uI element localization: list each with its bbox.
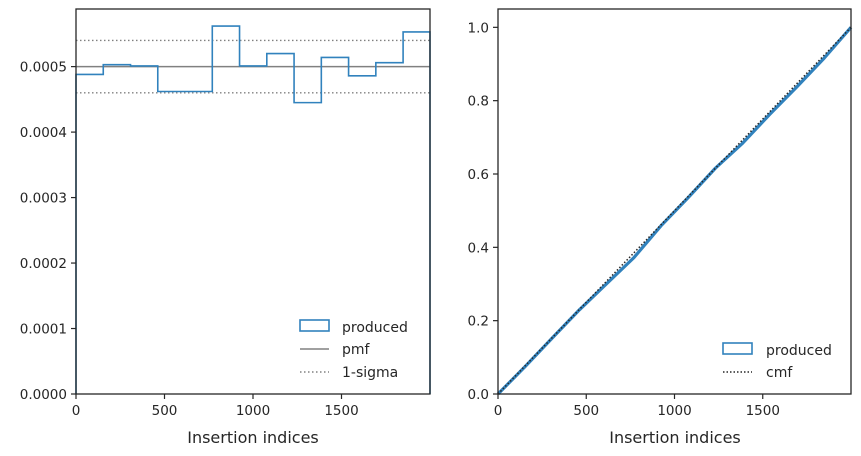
cumulative-series-layer [496,26,853,396]
histogram-legend: produced pmf 1-sigma [299,319,408,381]
histogram-x-tick-label: 1500 [324,403,358,419]
cumulative-x-axis-title: Insertion indices [609,428,741,447]
cumulative-x-tick-label: 1000 [657,403,691,419]
cumulative-chart: 0 500 1000 1500 0.0 0.2 0.4 0.6 0.8 1.0 Insertion… [468,8,853,447]
histogram-x-axis-title: Insertion indices [187,428,319,447]
cumulative-y-tick-label: 0.4 [468,240,489,256]
legend-label-produced: produced [342,320,408,336]
cumulative-ticks-layer: 0 500 1000 1500 0.0 0.2 0.4 0.6 0.8 1.0 [468,20,780,419]
histogram-y-tick-label: 0.0003 [20,191,67,207]
legend-label-1-sigma: 1-sigma [342,365,398,381]
cumulative-y-tick-label: 1.0 [468,20,489,36]
cumulative-x-tick-label: 500 [573,403,599,419]
histogram-y-tick-label: 0.0002 [20,256,67,272]
cumulative-x-tick-label: 0 [494,403,503,419]
histogram-series-layer [75,25,431,394]
histogram-ticks-layer: 0 500 1000 1500 0.0000 0.0001 0.0002 0.0003 0.00… [20,60,359,419]
histogram-x-tick-label: 500 [152,403,178,419]
legend-label-cmf: cmf [766,365,793,381]
cumulative-y-tick-label: 0.0 [468,387,489,403]
legend-swatch-produced [722,342,753,355]
cumulative-y-tick-label: 0.6 [468,167,489,183]
produced-histogram-step [75,25,431,394]
cumulative-y-tick-label: 0.8 [468,94,489,110]
legend-label-pmf: pmf [342,342,371,358]
cumulative-y-tick-label: 0.2 [468,314,489,330]
histogram-chart: 0 500 1000 1500 0.0000 0.0001 0.0002 0.0003 0.00… [20,8,431,447]
histogram-x-tick-label: 1000 [236,403,270,419]
cumulative-x-tick-label: 1500 [746,403,780,419]
cumulative-plot-frame [497,8,852,395]
cmf-line [497,26,852,395]
histogram-y-tick-label: 0.0000 [20,387,67,403]
histogram-y-tick-label: 0.0004 [20,125,67,141]
legend-label-produced: produced [766,343,832,359]
histogram-y-tick-label: 0.0001 [20,322,67,338]
produced-cumulative-line [496,26,853,396]
legend-swatch-produced [299,319,330,332]
histogram-plot-frame [75,8,431,395]
histogram-x-tick-label: 0 [72,403,81,419]
cumulative-legend: produced cmf [722,342,832,381]
histogram-y-tick-label: 0.0005 [20,60,67,76]
